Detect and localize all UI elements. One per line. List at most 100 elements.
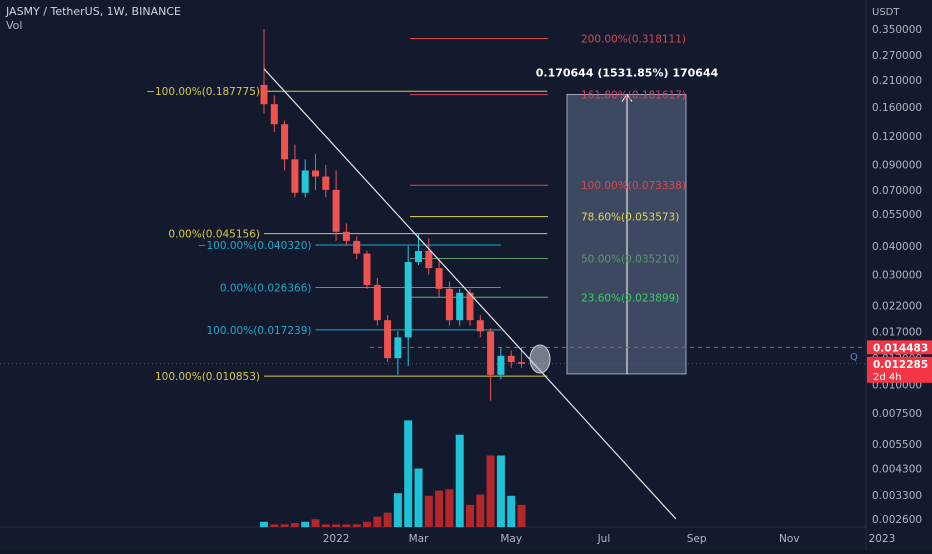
candle-body xyxy=(394,337,402,359)
x-tick-label: 2022 xyxy=(323,533,350,545)
alert-icon: Q xyxy=(850,352,858,363)
volume-bar xyxy=(466,504,474,527)
y-tick-label: 0.210000 xyxy=(872,75,922,87)
candle-body xyxy=(363,253,371,286)
volume-bar xyxy=(290,523,299,527)
ellipse-marker xyxy=(529,344,551,374)
y-tick-label: 0.004300 xyxy=(872,464,922,476)
candle-body xyxy=(415,250,422,263)
fib-level-label: −100.00%(0.187775) xyxy=(146,86,260,98)
volume-bar xyxy=(321,524,330,527)
measure-label: 0.170644 (1531.85%) 170644 xyxy=(536,67,719,80)
y-tick-label: 0.003300 xyxy=(872,490,922,502)
fib-level-label: 200.00%(0.318111) xyxy=(581,34,686,46)
y-tick-label: 0.017000 xyxy=(872,326,922,338)
candle-body xyxy=(435,268,443,289)
x-tick-label: May xyxy=(500,533,522,545)
candle-body xyxy=(342,231,350,241)
y-tick-label: 0.270000 xyxy=(872,50,922,62)
y-tick-label: 0.005500 xyxy=(872,439,922,451)
fib-level-label: 23.60%(0.023899) xyxy=(581,292,679,304)
price-axis-label-bg xyxy=(867,356,932,383)
volume-bar xyxy=(363,521,371,527)
y-tick-label: 0.022000 xyxy=(872,301,922,313)
volume-bar xyxy=(393,493,402,527)
candle-body xyxy=(445,288,453,321)
y-tick-label: 0.120000 xyxy=(872,131,922,143)
volume-bar xyxy=(414,468,423,527)
fib-level-label: 78.60%(0.053573) xyxy=(581,212,679,224)
candle-body xyxy=(507,355,515,363)
candle-body xyxy=(497,355,505,375)
volume-bar xyxy=(260,521,268,527)
volume-bar xyxy=(373,516,382,527)
candle-body xyxy=(466,292,474,321)
candle-body xyxy=(260,84,268,105)
y-tick-label: 0.030000 xyxy=(872,270,922,282)
candle-body xyxy=(425,250,433,269)
candle-body xyxy=(487,331,495,375)
volume-bar xyxy=(476,494,485,527)
price-axis-label-bg xyxy=(867,340,932,355)
y-tick-label: 0.007500 xyxy=(872,408,922,420)
fib-level-label: 100.00%(0.073338) xyxy=(581,180,686,192)
volume-bar xyxy=(435,490,444,527)
y-tick-label: 0.070000 xyxy=(872,185,922,197)
volume-bar xyxy=(301,521,310,527)
volume-bar xyxy=(496,455,505,527)
x-tick-label: Mar xyxy=(409,533,429,545)
candle-body xyxy=(270,104,278,125)
volume-bar xyxy=(445,489,454,527)
volume-bar xyxy=(424,495,433,527)
candle-body xyxy=(332,189,340,232)
volume-bar xyxy=(383,512,392,527)
volume-bar xyxy=(507,495,516,527)
measure-arrow-head xyxy=(621,93,633,102)
fib-level-label: 100.00%(0.010853) xyxy=(155,371,260,383)
fib-level-label: 100.00%(0.017239) xyxy=(206,325,311,337)
y-tick-label: 0.090000 xyxy=(872,160,922,172)
fib-level-label: 161.80%(0.181617) xyxy=(581,90,686,102)
volume-bar xyxy=(311,519,320,527)
volume-bar xyxy=(352,524,361,527)
chart-title: JASMY / TetherUS, 1W, BINANCE xyxy=(6,5,181,18)
y-tick-label: 0.055000 xyxy=(872,209,922,221)
candle-body xyxy=(384,320,392,359)
candle-body xyxy=(291,159,299,193)
fib-level-label: 0.00%(0.045156) xyxy=(168,229,260,241)
volume-bar xyxy=(455,434,464,527)
fib-level-label: 50.00%(0.035210) xyxy=(581,254,679,266)
candle-body xyxy=(476,320,484,332)
trendline xyxy=(263,68,677,520)
volume-bar xyxy=(270,524,279,527)
candle-body xyxy=(404,262,412,338)
candle-body xyxy=(281,124,289,160)
y-tick-label: 0.160000 xyxy=(872,102,922,114)
x-tick-label: Nov xyxy=(779,533,800,545)
candle-body xyxy=(518,362,525,364)
x-tick-label: 2023 xyxy=(869,533,896,545)
candle-body xyxy=(322,176,330,190)
volume-label: Vol xyxy=(6,19,23,32)
volume-bar xyxy=(486,455,495,527)
volume-bar xyxy=(280,524,289,527)
candle-body xyxy=(301,170,309,193)
fib-level-label: 0.00%(0.026366) xyxy=(220,282,312,294)
y-tick-label: 0.350000 xyxy=(872,24,922,36)
price-axis-label: 0.014483 xyxy=(873,342,928,354)
volume-bar xyxy=(404,420,413,527)
y-tick-label: 0.040000 xyxy=(872,241,922,253)
x-tick-label: Sep xyxy=(687,533,707,545)
candle-body xyxy=(353,240,361,254)
candle-body xyxy=(373,285,381,321)
price-unit-label: USDT xyxy=(872,7,900,18)
volume-bar xyxy=(332,524,341,527)
volume-bar xyxy=(342,524,351,527)
candle-body xyxy=(456,292,464,321)
fib-level-label: −100.00%(0.040320) xyxy=(198,240,312,252)
price-axis-label: 0.012285 xyxy=(873,359,928,371)
x-tick-label: Jul xyxy=(597,533,611,545)
volume-bar xyxy=(517,504,526,527)
